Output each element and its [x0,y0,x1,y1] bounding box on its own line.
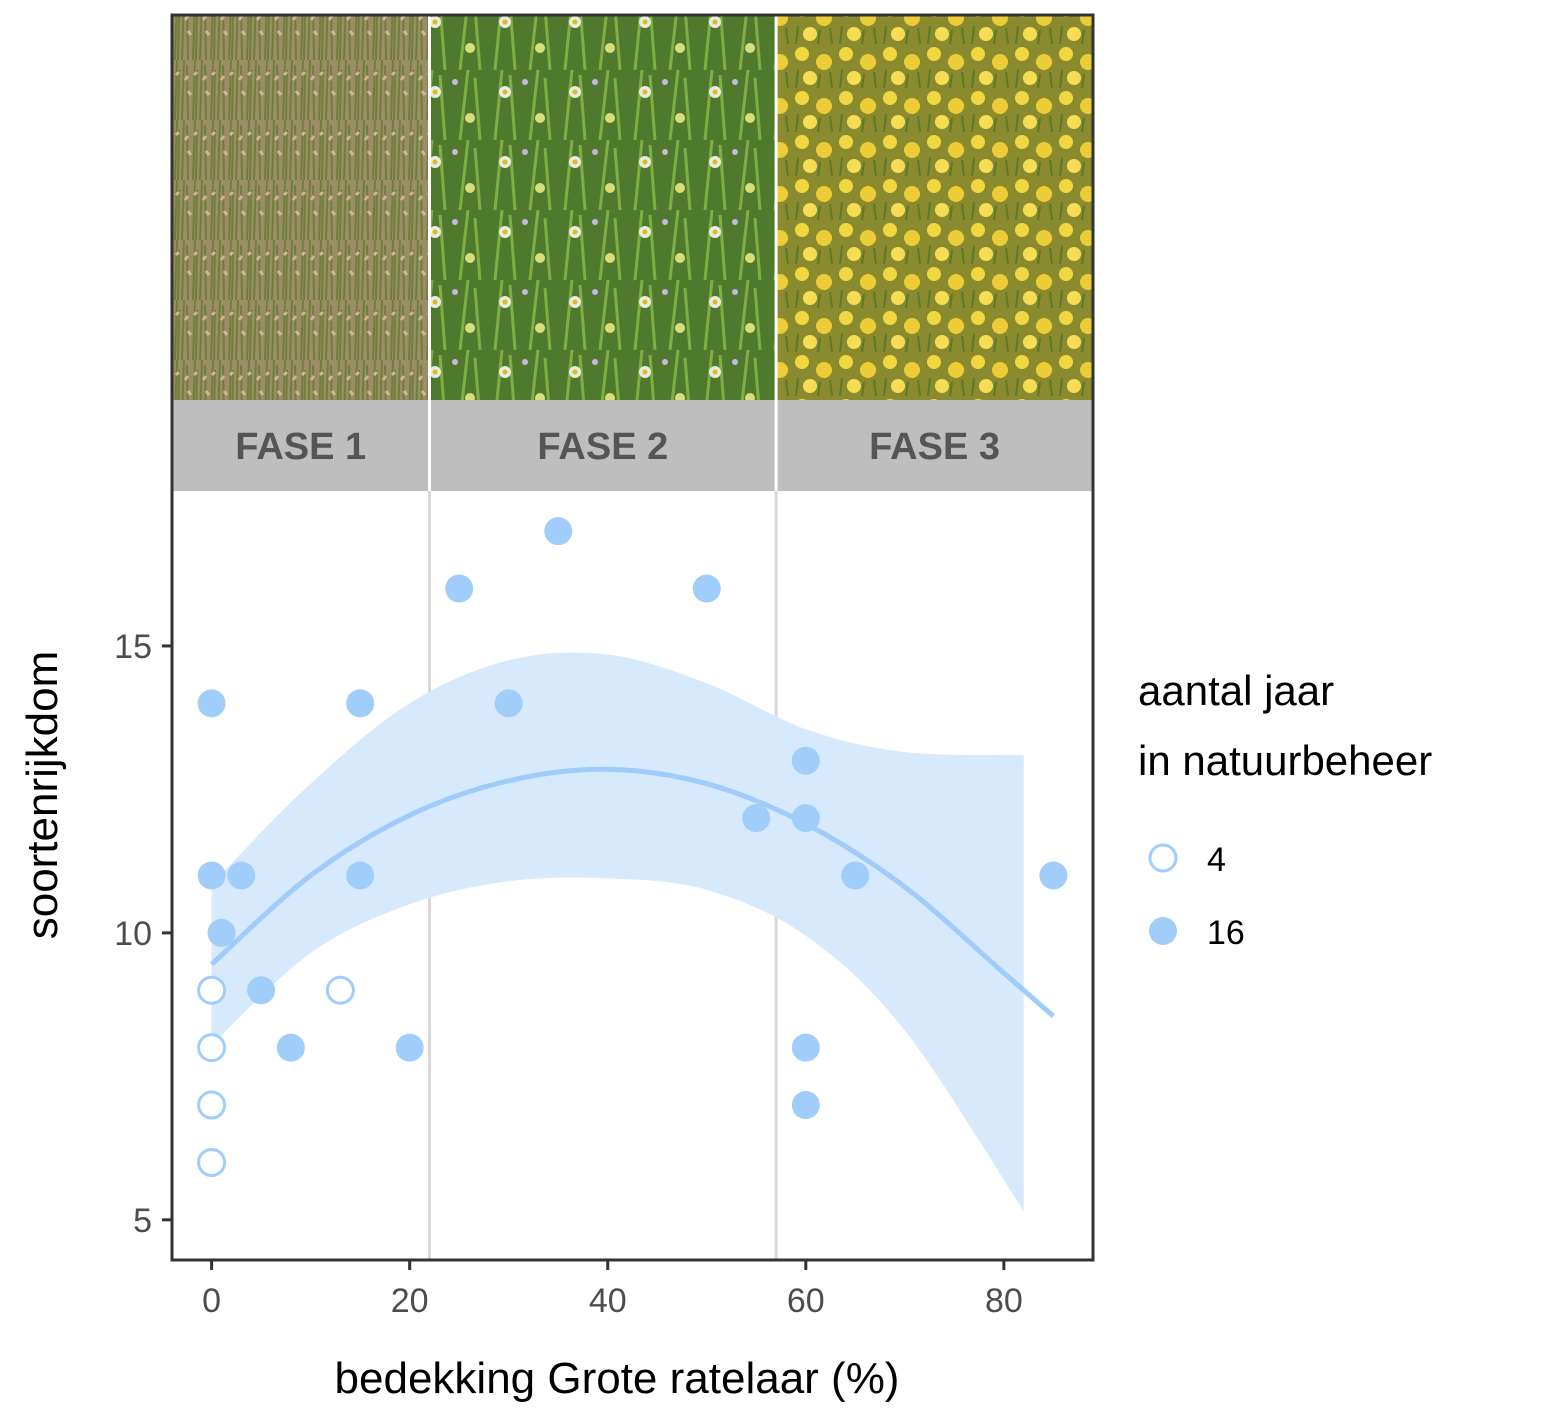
point-filled [276,1033,305,1062]
point-filled [791,1033,820,1062]
legend-label: 16 [1207,914,1245,952]
point-filled [346,861,375,890]
legend-label: 4 [1207,841,1226,879]
x-tick-label: 0 [202,1282,221,1320]
point-filled [791,1091,820,1120]
phase-label: FASE 3 [869,426,1000,468]
point-filled [692,574,721,603]
point-filled [445,574,474,603]
point-filled [791,746,820,775]
y-axis-title: soortenrijkdom [18,651,67,940]
point-filled [207,918,236,947]
y-tick-label: 15 [114,628,152,666]
confidence-ribbon [211,652,1024,1212]
point-filled [247,976,276,1005]
point-filled [841,861,870,890]
y-tick-label: 10 [114,915,152,953]
phase-label: FASE 1 [235,426,366,468]
phase-label: FASE 2 [537,426,668,468]
legend-key-filled [1149,917,1177,945]
x-tick-label: 20 [391,1282,429,1320]
point-filled [395,1033,424,1062]
x-axis-title: bedekking Grote ratelaar (%) [335,1354,900,1403]
legend-title: aantal jaar [1138,667,1334,714]
axes: 0 20 40 60 80 5 10 15 [114,628,1023,1320]
tall-grass-photo [172,15,430,400]
point-open [197,1033,227,1063]
x-tick-label: 60 [787,1282,825,1320]
point-filled [791,804,820,833]
point-filled [346,689,375,718]
legend-title: in natuurbeheer [1138,737,1432,784]
point-filled [197,689,226,718]
point-open [197,975,227,1005]
x-tick-label: 40 [589,1282,627,1320]
plot-area [170,13,1095,1262]
point-filled [227,861,256,890]
phase-strip [776,400,1093,491]
phase-strips: FASE 1 FASE 2 FASE 3 [172,15,1093,491]
phase-photos [172,15,1093,400]
phase-strip [172,400,430,491]
point-open [197,1090,227,1120]
phase-strip [429,400,777,491]
point-open [197,1147,227,1177]
legend-key-open [1148,843,1178,873]
legend: aantal jaar in natuurbeheer 4 16 [1138,667,1432,952]
fit-line [209,766,1056,1018]
point-filled [742,804,771,833]
point-filled [494,689,523,718]
panel-frame [170,13,1095,1262]
point-filled [197,861,226,890]
y-tick-label: 5 [133,1202,152,1240]
flowering-meadow-photo [429,15,777,400]
point-filled [1039,861,1068,890]
point-open [325,975,355,1005]
x-tick-label: 80 [985,1282,1023,1320]
yellow-rattle-field-photo [776,15,1093,400]
point-filled [544,517,573,546]
